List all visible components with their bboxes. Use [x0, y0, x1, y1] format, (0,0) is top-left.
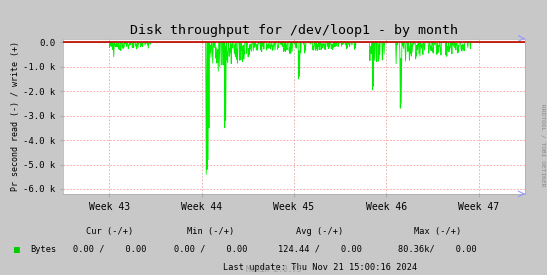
- Y-axis label: Pr second read (-) / write (+): Pr second read (-) / write (+): [11, 41, 20, 191]
- Text: Munin 2.0.73: Munin 2.0.73: [246, 265, 301, 274]
- Text: RRDTOOL / TOBI OETIKER: RRDTOOL / TOBI OETIKER: [541, 104, 546, 187]
- Text: 0.00 /    0.00: 0.00 / 0.00: [73, 245, 146, 254]
- Text: 0.00 /    0.00: 0.00 / 0.00: [174, 245, 247, 254]
- Text: Max (-/+): Max (-/+): [414, 227, 461, 236]
- Text: Bytes: Bytes: [30, 245, 56, 254]
- Text: ■: ■: [14, 245, 20, 255]
- Text: 124.44 /    0.00: 124.44 / 0.00: [278, 245, 362, 254]
- Text: Min (-/+): Min (-/+): [187, 227, 234, 236]
- Title: Disk throughput for /dev/loop1 - by month: Disk throughput for /dev/loop1 - by mont…: [130, 24, 458, 37]
- Text: Cur (-/+): Cur (-/+): [86, 227, 133, 236]
- Text: Last update: Thu Nov 21 15:00:16 2024: Last update: Thu Nov 21 15:00:16 2024: [223, 263, 417, 272]
- Text: 80.36k/    0.00: 80.36k/ 0.00: [398, 245, 477, 254]
- Text: Avg (-/+): Avg (-/+): [296, 227, 344, 236]
